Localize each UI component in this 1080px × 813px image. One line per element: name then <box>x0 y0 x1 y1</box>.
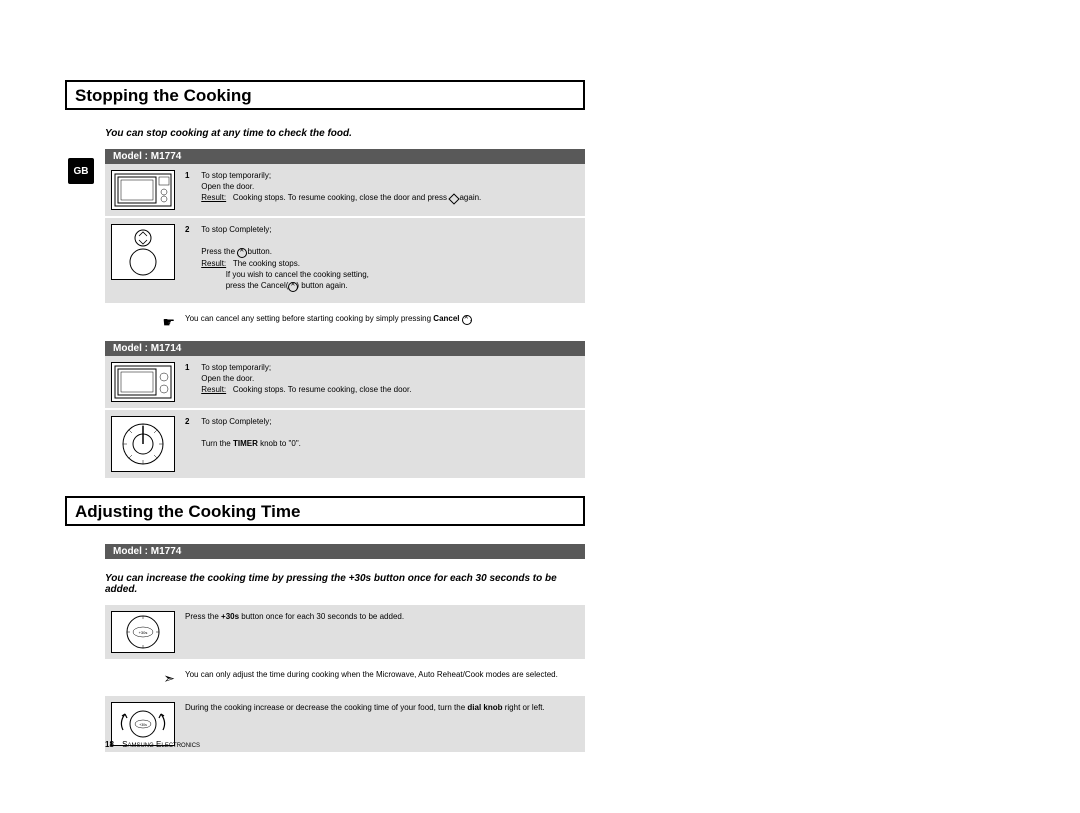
box-bold: dial knob <box>467 703 502 712</box>
step-box: 1 To stop temporarily; Open the door. Re… <box>105 164 585 216</box>
timer-knob-illustration <box>111 416 175 472</box>
step-text: Turn the <box>201 439 233 448</box>
result-label: Result: <box>201 259 226 268</box>
section-title-stopping: Stopping the Cooking <box>65 80 585 110</box>
step-text: button. <box>248 247 272 256</box>
result-text: The cooking stops. <box>233 259 300 268</box>
microwave-illustration <box>111 170 175 210</box>
step-number: 2 <box>185 416 199 427</box>
section-title-adjusting: Adjusting the Cooking Time <box>65 496 585 526</box>
box-text: During the cooking increase or decrease … <box>185 703 467 712</box>
step-box: 1 To stop temporarily; Open the door. Re… <box>105 356 585 408</box>
step-title: To stop Completely; <box>201 417 271 426</box>
footer-brand: Samsung Electronics <box>122 740 200 749</box>
dial-30s-illustration: +30s <box>111 611 175 653</box>
result-text: Cooking stops. To resume cooking, close … <box>233 385 412 394</box>
model-header: Model : M1774 <box>105 149 585 164</box>
step-bold: TIMER <box>233 439 258 448</box>
result-label: Result: <box>201 385 226 394</box>
step-text: Press the <box>201 247 235 256</box>
step-text: Open the door. <box>201 182 254 191</box>
result-tail: again. <box>459 193 481 202</box>
intro-text: You can stop cooking at any time to chec… <box>105 128 585 139</box>
page-number: 18 <box>105 740 114 749</box>
step-number: 1 <box>185 362 199 373</box>
step-text: Open the door. <box>201 374 254 383</box>
box-text: button once for each 30 seconds to be ad… <box>239 612 404 621</box>
svg-text:+30s: +30s <box>139 723 147 727</box>
manual-page: Stopping the Cooking You can stop cookin… <box>65 80 585 754</box>
step-box: 2 To stop Completely; Turn the TIMER kno… <box>105 410 585 478</box>
result-text: Cooking stops. To resume cooking, close … <box>233 193 447 202</box>
stop-icon <box>237 248 245 256</box>
model-header: Model : M1714 <box>105 341 585 356</box>
box-bold: +30s <box>221 612 239 621</box>
step-title: To stop Completely; <box>201 225 271 234</box>
note-text: You can only adjust the time during cook… <box>185 669 558 689</box>
start-icon <box>449 194 457 202</box>
svg-text:+30s: +30s <box>139 630 148 635</box>
intro-text: You can increase the cooking time by pre… <box>105 573 585 595</box>
extra-text: ) button again. <box>296 281 347 290</box>
step-title: To stop temporarily; <box>201 171 271 180</box>
microwave-illustration <box>111 362 175 402</box>
note-row: ➣ You can only adjust the time during co… <box>105 661 585 697</box>
note-text: You can cancel any setting before starti… <box>185 313 472 333</box>
pointer-icon: ☛ <box>111 313 175 333</box>
note-row: ☛ You can cancel any setting before star… <box>105 305 585 341</box>
stop-icon <box>462 315 470 323</box>
step-title: To stop temporarily; <box>201 363 271 372</box>
arrow-icon: ➣ <box>111 669 175 689</box>
extra-text: If you wish to cancel the cooking settin… <box>226 270 369 279</box>
step-number: 1 <box>185 170 199 181</box>
button-illustration <box>111 224 175 280</box>
step-box: 2 To stop Completely; Press the button. … <box>105 218 585 303</box>
step-text: knob to "0". <box>258 439 301 448</box>
model-header: Model : M1774 <box>105 544 585 559</box>
page-footer: 18 Samsung Electronics <box>105 740 200 749</box>
box-text: Press the <box>185 612 221 621</box>
stop-icon <box>288 282 296 290</box>
step-box: +30s Press the +30s button once for each… <box>105 605 585 659</box>
box-text: right or left. <box>503 703 545 712</box>
result-label: Result: <box>201 193 226 202</box>
step-number: 2 <box>185 224 199 235</box>
extra-text: press the Cancel( <box>226 281 289 290</box>
